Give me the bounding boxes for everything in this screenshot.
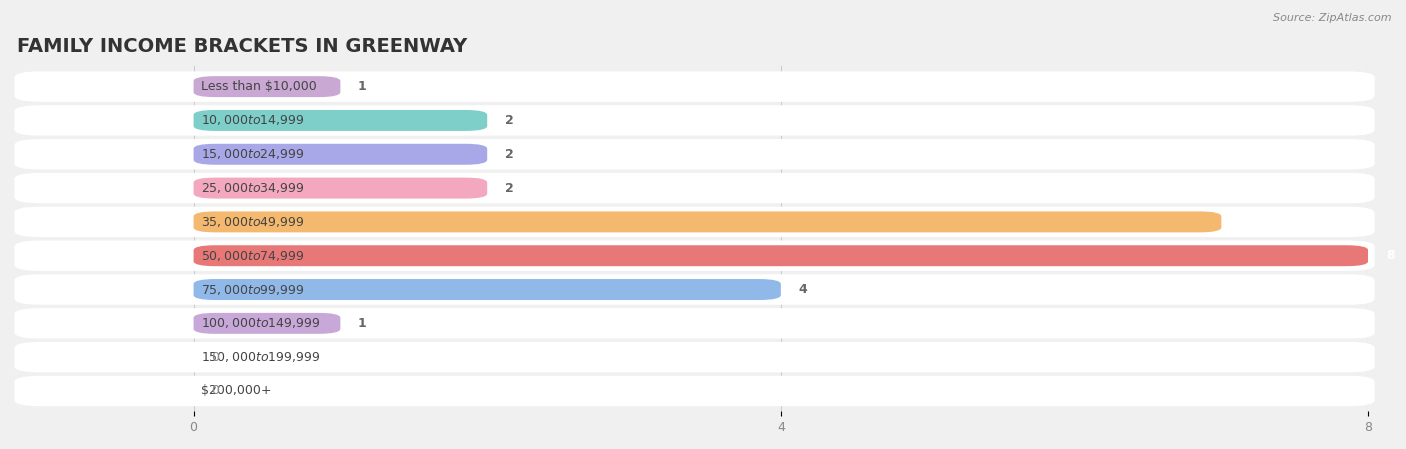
FancyBboxPatch shape [14, 71, 1375, 102]
Text: 4: 4 [799, 283, 807, 296]
Text: $25,000 to $34,999: $25,000 to $34,999 [201, 181, 305, 195]
FancyBboxPatch shape [14, 173, 1375, 203]
FancyBboxPatch shape [14, 207, 1375, 237]
Text: 1: 1 [359, 80, 367, 93]
Text: $150,000 to $199,999: $150,000 to $199,999 [201, 350, 321, 364]
Text: 2: 2 [505, 181, 513, 194]
FancyBboxPatch shape [194, 313, 340, 334]
Text: $35,000 to $49,999: $35,000 to $49,999 [201, 215, 305, 229]
Text: FAMILY INCOME BRACKETS IN GREENWAY: FAMILY INCOME BRACKETS IN GREENWAY [17, 37, 468, 57]
FancyBboxPatch shape [14, 308, 1375, 339]
FancyBboxPatch shape [194, 110, 488, 131]
Text: 1: 1 [359, 317, 367, 330]
Text: 7: 7 [1239, 216, 1247, 229]
FancyBboxPatch shape [194, 211, 1222, 233]
Text: $75,000 to $99,999: $75,000 to $99,999 [201, 282, 305, 296]
FancyBboxPatch shape [14, 376, 1375, 406]
Text: $10,000 to $14,999: $10,000 to $14,999 [201, 114, 305, 128]
Text: $200,000+: $200,000+ [201, 384, 271, 397]
Text: 2: 2 [505, 114, 513, 127]
Text: 2: 2 [505, 148, 513, 161]
FancyBboxPatch shape [194, 76, 340, 97]
FancyBboxPatch shape [194, 279, 780, 300]
Text: 8: 8 [1386, 249, 1395, 262]
Text: 0: 0 [211, 351, 219, 364]
Text: $50,000 to $74,999: $50,000 to $74,999 [201, 249, 305, 263]
FancyBboxPatch shape [14, 241, 1375, 271]
FancyBboxPatch shape [194, 178, 488, 198]
Text: $15,000 to $24,999: $15,000 to $24,999 [201, 147, 305, 161]
FancyBboxPatch shape [14, 105, 1375, 136]
FancyBboxPatch shape [14, 139, 1375, 169]
Text: 0: 0 [211, 384, 219, 397]
Text: Less than $10,000: Less than $10,000 [201, 80, 316, 93]
FancyBboxPatch shape [194, 245, 1368, 266]
FancyBboxPatch shape [14, 342, 1375, 372]
Text: Source: ZipAtlas.com: Source: ZipAtlas.com [1274, 13, 1392, 23]
Text: $100,000 to $149,999: $100,000 to $149,999 [201, 317, 321, 330]
FancyBboxPatch shape [194, 144, 488, 165]
FancyBboxPatch shape [14, 274, 1375, 305]
